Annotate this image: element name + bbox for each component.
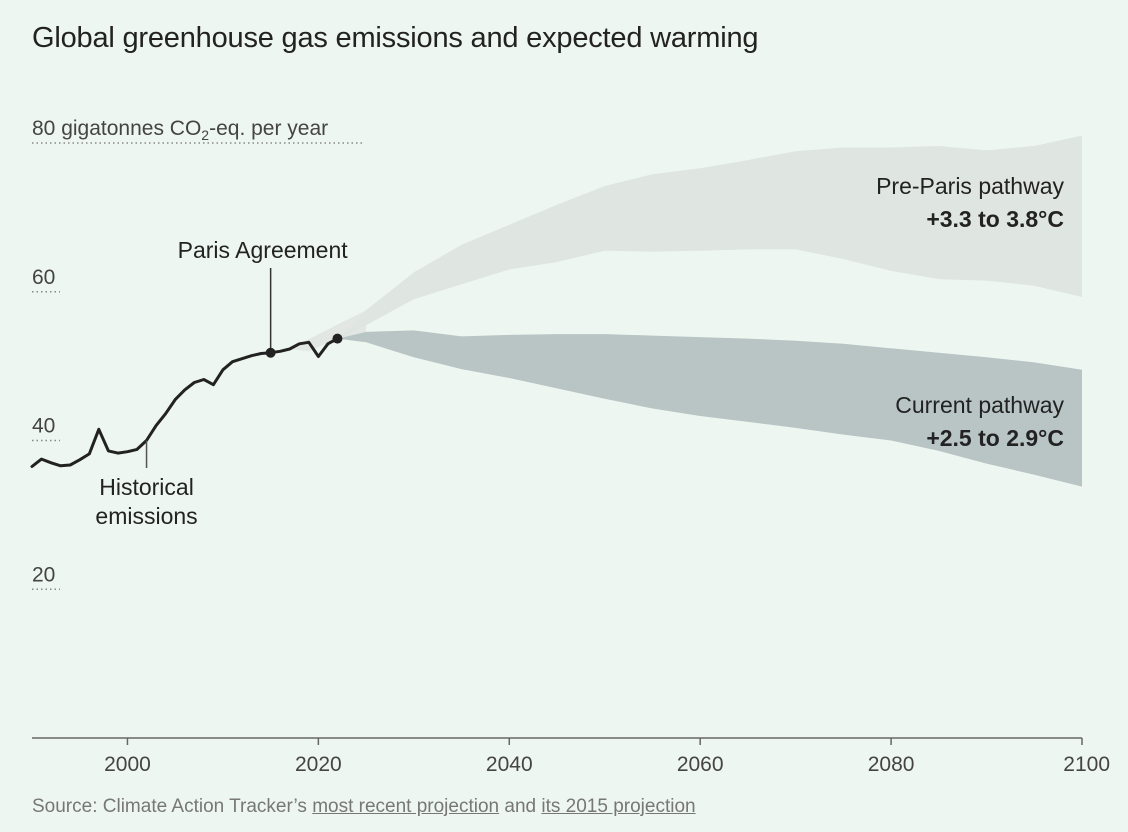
- paris-agreement-point: [265, 347, 276, 358]
- paris-agreement-label: Paris Agreement: [178, 237, 349, 263]
- y-gridlines: [32, 142, 365, 590]
- x-tick-label-2040: 2040: [486, 753, 533, 776]
- source-note: Source: Climate Action Tracker’s most re…: [32, 796, 696, 818]
- chart-labels: 80 gigatonnes CO2-eq. per year 60 40 20 Pari…: [32, 117, 1064, 586]
- current-pathway-label: Current pathway: [895, 392, 1064, 418]
- x-tick-label-2100: 2100: [1063, 753, 1110, 776]
- most-recent-projection-link[interactable]: most recent projection: [312, 796, 500, 817]
- historical-emissions-label-2: emissions: [95, 503, 197, 529]
- source-and: and: [504, 796, 537, 817]
- pre-paris-warming-label: +3.3 to 3.8°C: [926, 206, 1064, 232]
- historical-layer: [30, 268, 343, 468]
- x-tick-label-2080: 2080: [868, 753, 915, 776]
- historical-emissions-line: [30, 337, 339, 468]
- y-tick-label-60: 60: [32, 266, 55, 289]
- 2015-projection-link[interactable]: its 2015 projection: [541, 796, 696, 817]
- current-pathway-band: [337, 330, 1082, 487]
- pre-paris-band: [337, 135, 1082, 340]
- chart-title: Global greenhouse gas emissions and expe…: [32, 22, 759, 54]
- x-tick-label-2000: 2000: [104, 753, 151, 776]
- historical-emissions-label-1: Historical: [99, 474, 194, 500]
- pre-paris-label: Pre-Paris pathway: [876, 173, 1064, 199]
- x-tick-label-2020: 2020: [295, 753, 342, 776]
- y-tick-label-80: 80 gigatonnes CO2-eq. per year: [32, 117, 328, 143]
- source-prefix: Source: Climate Action Tracker’s: [32, 796, 307, 817]
- chart: 2000 2020 2040 2060 2080 2100 80 gigatonnes C…: [30, 117, 1110, 776]
- x-tick-label-2060: 2060: [677, 753, 724, 776]
- current-pathway-warming-label: +2.5 to 2.9°C: [926, 425, 1064, 451]
- y-tick-label-40: 40: [32, 415, 55, 438]
- latest-emissions-point: [332, 333, 343, 344]
- x-axis: 2000 2020 2040 2060 2080 2100: [32, 737, 1110, 776]
- y-tick-label-20: 20: [32, 563, 55, 586]
